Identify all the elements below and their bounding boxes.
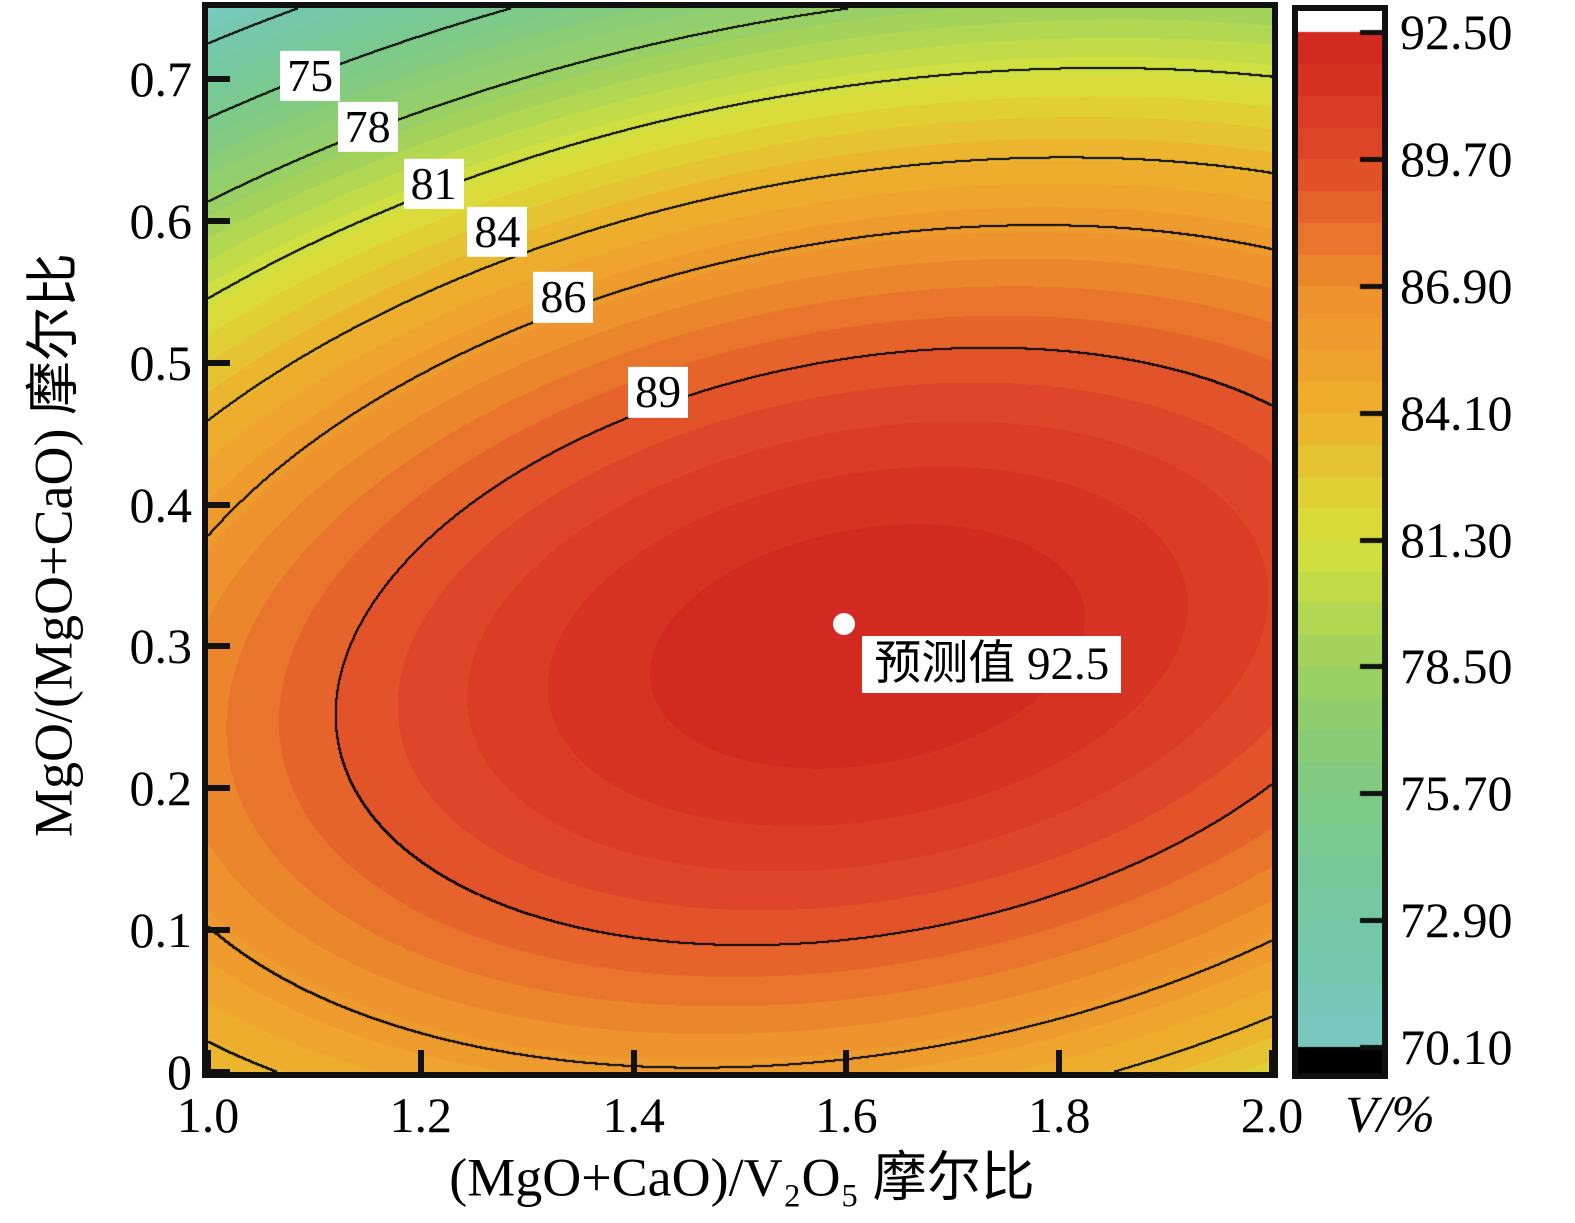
y-tick-mark — [208, 785, 230, 792]
colorbar-gradient-canvas — [1298, 11, 1382, 1073]
x-tick-label: 1.0 — [176, 1087, 240, 1143]
colorbar — [1292, 5, 1388, 1079]
colorbar-tick-label: 86.90 — [1400, 257, 1513, 314]
y-tick-mark — [208, 501, 230, 508]
y-tick-label: 0.1 — [129, 902, 193, 959]
colorbar-tick-label: 78.50 — [1400, 638, 1513, 695]
prediction-point — [833, 612, 856, 635]
y-tick-label: 0.7 — [129, 50, 193, 107]
y-tick-mark — [208, 643, 230, 650]
y-tick-label: 0.4 — [129, 476, 193, 533]
contour-line-label: 89 — [628, 367, 689, 418]
colorbar-tick-label: 92.50 — [1400, 4, 1513, 60]
colorbar-tick-label: 84.10 — [1400, 384, 1513, 441]
prediction-label: 预测值 92.5 — [862, 635, 1122, 694]
y-axis-title: MgO/(MgO+CaO) 摩尔比 — [23, 253, 84, 837]
contour-line-label: 75 — [280, 50, 341, 102]
y-tick-label: 0.3 — [129, 618, 193, 675]
x-tick-mark — [205, 1050, 211, 1072]
x-tick-label: 2.0 — [1240, 1087, 1304, 1143]
x-tick-label: 1.6 — [815, 1087, 878, 1143]
y-tick-mark — [208, 927, 230, 934]
colorbar-title: V/% — [1345, 1086, 1435, 1144]
plot-area: 75 78 81 84 86 89 预测值 92.5 — [202, 2, 1278, 1078]
contour-line-label: 78 — [337, 102, 398, 153]
y-tick-label: 0.2 — [129, 760, 193, 817]
colorbar-tick-label: 70.10 — [1400, 1019, 1513, 1075]
x-tick-mark — [843, 1050, 850, 1072]
y-tick-label: 0.6 — [129, 192, 193, 249]
x-tick-mark — [1269, 1050, 1275, 1072]
x-tick-mark — [630, 1050, 637, 1072]
colorbar-tick-label: 72.90 — [1400, 892, 1513, 949]
x-tick-label: 1.8 — [1027, 1087, 1091, 1143]
contour-line-label: 86 — [533, 272, 594, 323]
y-tick-mark — [208, 1069, 230, 1075]
x-tick-mark — [1056, 1050, 1063, 1072]
contour-heatmap-canvas — [208, 8, 1272, 1072]
x-tick-mark — [417, 1050, 424, 1072]
colorbar-tick-label: 89.70 — [1400, 130, 1513, 187]
x-tick-label: 1.4 — [602, 1087, 665, 1143]
contour-line-label: 81 — [403, 158, 464, 210]
y-tick-mark — [208, 75, 230, 82]
colorbar-tick-label: 75.70 — [1400, 765, 1513, 822]
x-axis-title: (MgO+CaO)/V₂O₅ 摩尔比 — [449, 1147, 1035, 1208]
y-tick-mark — [208, 217, 230, 224]
y-tick-label: 0 — [167, 1044, 192, 1100]
colorbar-tick-label: 81.30 — [1400, 511, 1513, 568]
x-tick-label: 1.2 — [389, 1087, 453, 1143]
y-tick-label: 0.5 — [129, 334, 193, 391]
y-tick-mark — [208, 359, 230, 366]
contour-line-label: 84 — [467, 206, 528, 258]
